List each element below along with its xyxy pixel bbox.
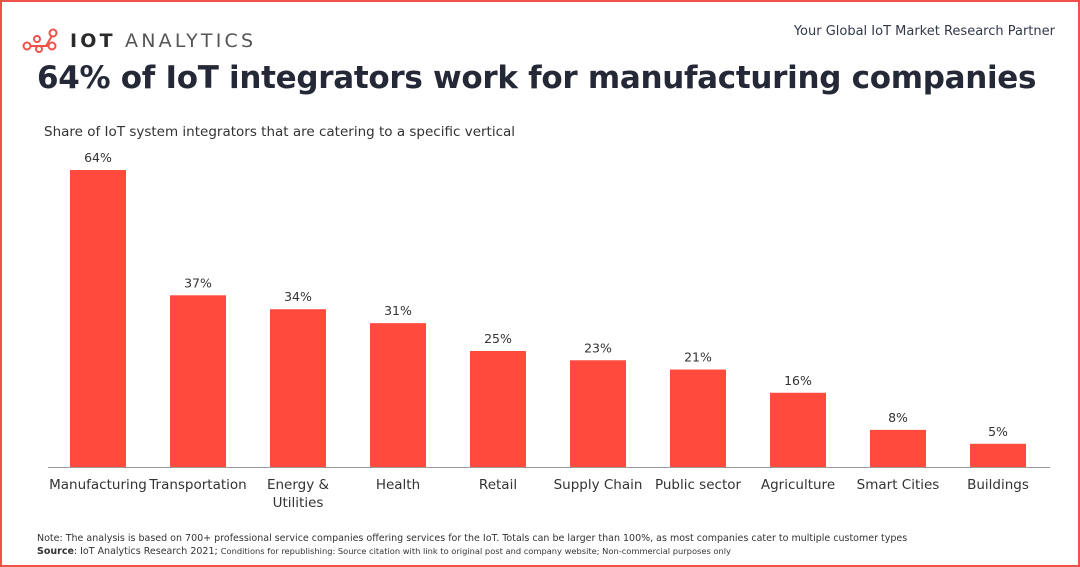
category-label: Retail	[479, 477, 517, 493]
category-label: Health	[376, 477, 420, 493]
category-label: Transportation	[148, 477, 246, 493]
category-label: Manufacturing	[49, 477, 147, 493]
bar-retail	[470, 350, 526, 467]
logo-bold-text: IOT	[70, 30, 116, 52]
data-label: 31%	[384, 303, 412, 318]
bar-energy-utilities	[270, 309, 326, 467]
bar-agriculture	[770, 392, 826, 467]
category-label: Public sector	[655, 477, 742, 493]
category-label: Energy &	[267, 477, 330, 493]
category-label: Smart Cities	[857, 477, 940, 493]
tagline: Your Global IoT Market Research Partner	[793, 24, 1055, 39]
data-label: 8%	[888, 410, 908, 425]
category-label: Utilities	[273, 495, 324, 511]
logo: IOT ANALYTICS	[22, 28, 256, 54]
bar-public-sector	[670, 369, 726, 467]
category-label: Supply Chain	[554, 477, 643, 493]
data-label: 5%	[988, 424, 1008, 439]
source-text: : IoT Analytics Research 2021;	[73, 546, 221, 557]
republishing-conditions: Conditions for republishing: Source cita…	[220, 546, 731, 556]
logo-text: IOT ANALYTICS	[70, 30, 256, 52]
logo-light-text: ANALYTICS	[125, 30, 257, 52]
data-label: 16%	[784, 373, 812, 388]
data-label: 25%	[484, 331, 512, 346]
data-label: 23%	[584, 340, 612, 355]
data-label: 34%	[284, 289, 312, 304]
network-nodes-icon	[22, 28, 58, 53]
bar-manufacturing	[70, 170, 126, 467]
footnote: Note: The analysis is based on 700+ prof…	[37, 533, 908, 544]
data-label: 64%	[84, 150, 112, 165]
category-label: Buildings	[967, 477, 1029, 493]
chart-title: 64% of IoT integrators work for manufact…	[37, 60, 1037, 96]
bar-transportation	[170, 295, 226, 467]
category-label: Agriculture	[761, 477, 835, 493]
bar-smart-cities	[870, 429, 926, 467]
data-label: 37%	[184, 275, 212, 290]
source-label: Source	[37, 546, 74, 557]
chart-subtitle: Share of IoT system integrators that are…	[44, 124, 516, 140]
bar-supply-chain	[570, 360, 626, 467]
data-label: 21%	[684, 350, 712, 365]
source-line: Source: IoT Analytics Research 2021; Con…	[37, 546, 731, 557]
bar-health	[370, 323, 426, 467]
bar-buildings	[970, 443, 1026, 467]
